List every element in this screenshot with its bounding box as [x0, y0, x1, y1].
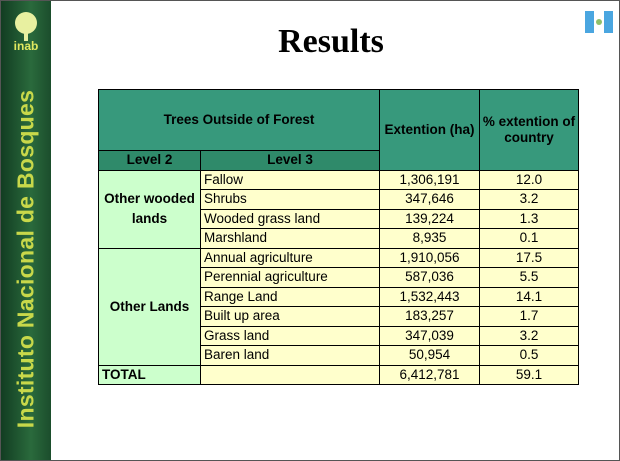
extent-cell: 1,532,443 — [379, 286, 480, 307]
sidebar-text: Instituto Nacional de Bosques — [12, 89, 39, 429]
percent-cell: 5.5 — [479, 267, 579, 288]
table-row: Built up area 183,257 1.7 — [99, 306, 579, 327]
table-row: Wooded grass land 139,224 1.3 — [99, 208, 579, 229]
level3-cell: Annual agriculture — [200, 247, 380, 268]
extent-cell: 587,036 — [379, 267, 480, 288]
table-row: Marshland 8,935 0.1 — [99, 228, 579, 249]
header-level2: Level 2 — [98, 150, 201, 171]
percent-cell: 1.3 — [479, 208, 579, 229]
extent-cell: 50,954 — [379, 345, 480, 366]
header-level3: Level 3 — [200, 150, 380, 171]
results-table: Trees Outside of Forest Extention (ha)% e… — [98, 89, 579, 385]
percent-cell: 0.1 — [479, 228, 579, 249]
table-row: Baren land 50,954 0.5 — [99, 345, 579, 366]
total-extent: 6,412,781 — [379, 364, 480, 385]
percent-cell: 12.0 — [479, 169, 579, 190]
extent-cell: 183,257 — [379, 306, 480, 327]
extent-cell: 139,224 — [379, 208, 480, 229]
level3-cell: Range Land — [200, 286, 380, 307]
extent-cell: 347,646 — [379, 189, 480, 210]
percent-cell: 14.1 — [479, 286, 579, 307]
level3-cell: Grass land — [200, 325, 380, 346]
flag-icon — [585, 11, 613, 33]
level3-cell: Fallow — [200, 169, 380, 190]
percent-cell: 1.7 — [479, 306, 579, 327]
level3-cell: Shrubs — [200, 189, 380, 210]
level3-cell: Marshland — [200, 228, 380, 249]
group-label: Other Lands — [98, 247, 201, 366]
title: Results — [278, 23, 384, 60]
extent-cell: 347,039 — [379, 325, 480, 346]
percent-cell: 0.5 — [479, 345, 579, 366]
table-row: Trees Outside of Forest Extention (ha)% e… — [98, 89, 579, 171]
table-row: Range Land 1,532,443 14.1 — [99, 286, 579, 307]
percent-cell: 3.2 — [479, 325, 579, 346]
percent-cell: 17.5 — [479, 247, 579, 268]
level3-cell: Baren land — [200, 345, 380, 366]
header-percent: % extention of country — [479, 89, 579, 171]
extent-cell: 8,935 — [379, 228, 480, 249]
level3-cell: Perennial agriculture — [200, 267, 380, 288]
level3-cell: Wooded grass land — [200, 208, 380, 229]
sidebar: inab Instituto Nacional de Bosques — [1, 1, 51, 460]
table-row: TOTAL 6,412,781 59.1 — [98, 364, 579, 385]
extent-cell: 1,910,056 — [379, 247, 480, 268]
total-empty — [200, 364, 380, 385]
percent-cell: 3.2 — [479, 189, 579, 210]
table-row: Other wooded lands Fallow 1,306,191 12.0 — [98, 169, 579, 249]
header-title: Trees Outside of Forest — [98, 89, 380, 151]
logo-text: inab — [13, 39, 39, 53]
table-row: Other Lands Annual agriculture 1,910,056 17… — [98, 247, 579, 366]
total-label: TOTAL — [98, 364, 201, 385]
group-label: Other wooded lands — [98, 169, 201, 249]
level3-cell: Built up area — [200, 306, 380, 327]
header-extent: Extention (ha) — [379, 89, 480, 171]
extent-cell: 1,306,191 — [379, 169, 480, 190]
total-percent: 59.1 — [479, 364, 579, 385]
logo-icon — [15, 12, 37, 41]
